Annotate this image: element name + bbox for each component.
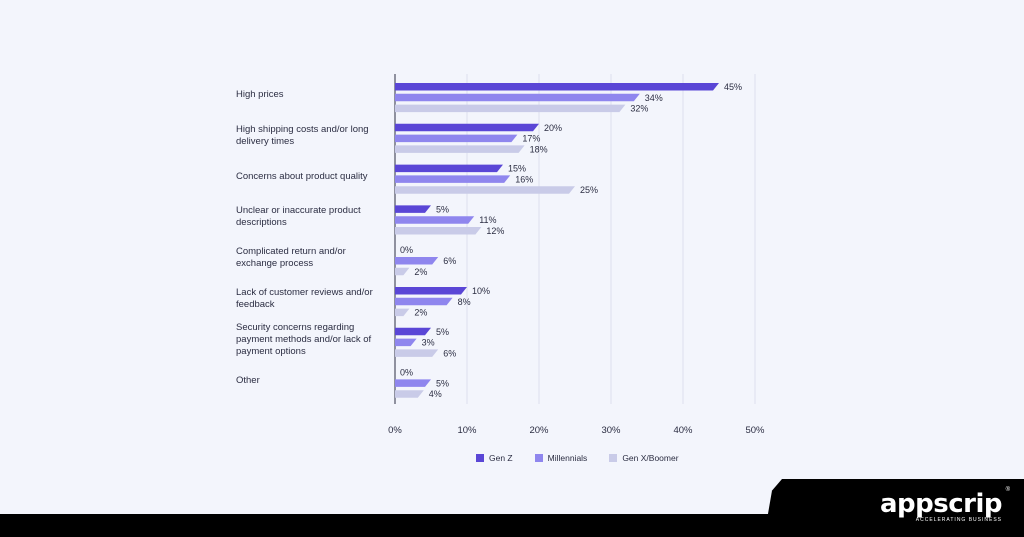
category-label: High prices	[236, 89, 284, 100]
bar	[395, 134, 518, 143]
data-label: 0%	[400, 245, 413, 255]
legend-swatch	[609, 454, 618, 462]
data-label: 12%	[486, 226, 504, 236]
bar	[395, 93, 640, 102]
data-label: 20%	[544, 123, 562, 133]
bar	[395, 123, 539, 132]
legend: Gen Z Millennials Gen X/Boomer	[476, 453, 679, 463]
bar	[395, 227, 482, 235]
data-label: 32%	[630, 104, 648, 114]
bar	[395, 349, 439, 357]
bar	[395, 308, 410, 317]
legend-label: Gen X/Boomer	[622, 453, 679, 463]
data-label: 8%	[458, 297, 471, 307]
data-label: 6%	[443, 348, 456, 358]
legend-label: Gen Z	[489, 453, 513, 463]
data-label: 5%	[436, 204, 449, 214]
data-label: 25%	[580, 185, 598, 195]
bar	[395, 83, 719, 91]
data-label: 17%	[522, 134, 540, 144]
category-label: Other	[236, 374, 260, 386]
bar	[395, 175, 511, 183]
data-label: 4%	[429, 389, 442, 399]
data-label: 5%	[436, 327, 449, 337]
data-label: 18%	[530, 144, 548, 154]
category-label: Security concerns regarding payment meth…	[236, 321, 372, 357]
x-tick-label: 50%	[745, 425, 765, 436]
bar	[395, 379, 431, 387]
bar	[395, 327, 431, 336]
legend-label: Millennials	[547, 453, 588, 463]
category-label: Complicated return and/or exchange proce…	[236, 246, 346, 270]
footer-logo-panel	[764, 479, 1024, 537]
bar	[395, 205, 431, 213]
category-label: High shipping costs and/or long delivery…	[236, 123, 369, 147]
data-label: 2%	[414, 308, 427, 318]
data-label: 16%	[515, 174, 533, 184]
legend-item: Millennials	[534, 453, 588, 463]
bar	[395, 338, 417, 347]
data-label: 5%	[436, 378, 449, 388]
data-label: 45%	[724, 82, 742, 92]
x-tick-label: 30%	[601, 425, 621, 436]
bar	[395, 267, 410, 276]
bar	[395, 257, 439, 265]
data-label: 3%	[422, 338, 435, 348]
category-label: Lack of customer reviews and/or feedback	[236, 287, 373, 310]
bar	[395, 297, 453, 306]
registered-mark: ®	[1005, 487, 1010, 493]
logo-name: appscrip	[879, 489, 1003, 519]
bar	[395, 104, 626, 113]
legend-item: Gen Z	[476, 453, 513, 463]
bar	[395, 164, 503, 173]
data-label: 6%	[443, 256, 456, 266]
x-tick-label: 10%	[457, 425, 477, 436]
bar	[395, 287, 467, 295]
data-label: 0%	[400, 368, 413, 378]
bar	[395, 186, 575, 194]
data-label: 10%	[472, 286, 490, 296]
bar	[395, 145, 525, 153]
x-tick-label: 20%	[529, 425, 549, 436]
logo-tagline: ACCELERATING BUSINESS	[915, 517, 1002, 523]
data-label: 34%	[645, 93, 663, 103]
data-label: 11%	[479, 215, 496, 225]
appscrip-logo: appscrip ACCELERATING BUSINESS ®	[879, 487, 1010, 523]
legend-swatch	[476, 454, 484, 462]
category-label: Unclear or inaccurate product descriptio…	[236, 205, 361, 229]
x-tick-label: 0%	[388, 425, 402, 436]
legend-swatch	[534, 454, 543, 462]
legend-item: Gen X/Boomer	[609, 453, 679, 463]
bar	[395, 216, 475, 224]
data-label: 15%	[508, 164, 526, 174]
x-tick-label: 40%	[673, 425, 693, 436]
category-label: Concerns about product quality	[236, 170, 368, 182]
data-label: 2%	[414, 267, 427, 277]
bar	[395, 390, 424, 398]
